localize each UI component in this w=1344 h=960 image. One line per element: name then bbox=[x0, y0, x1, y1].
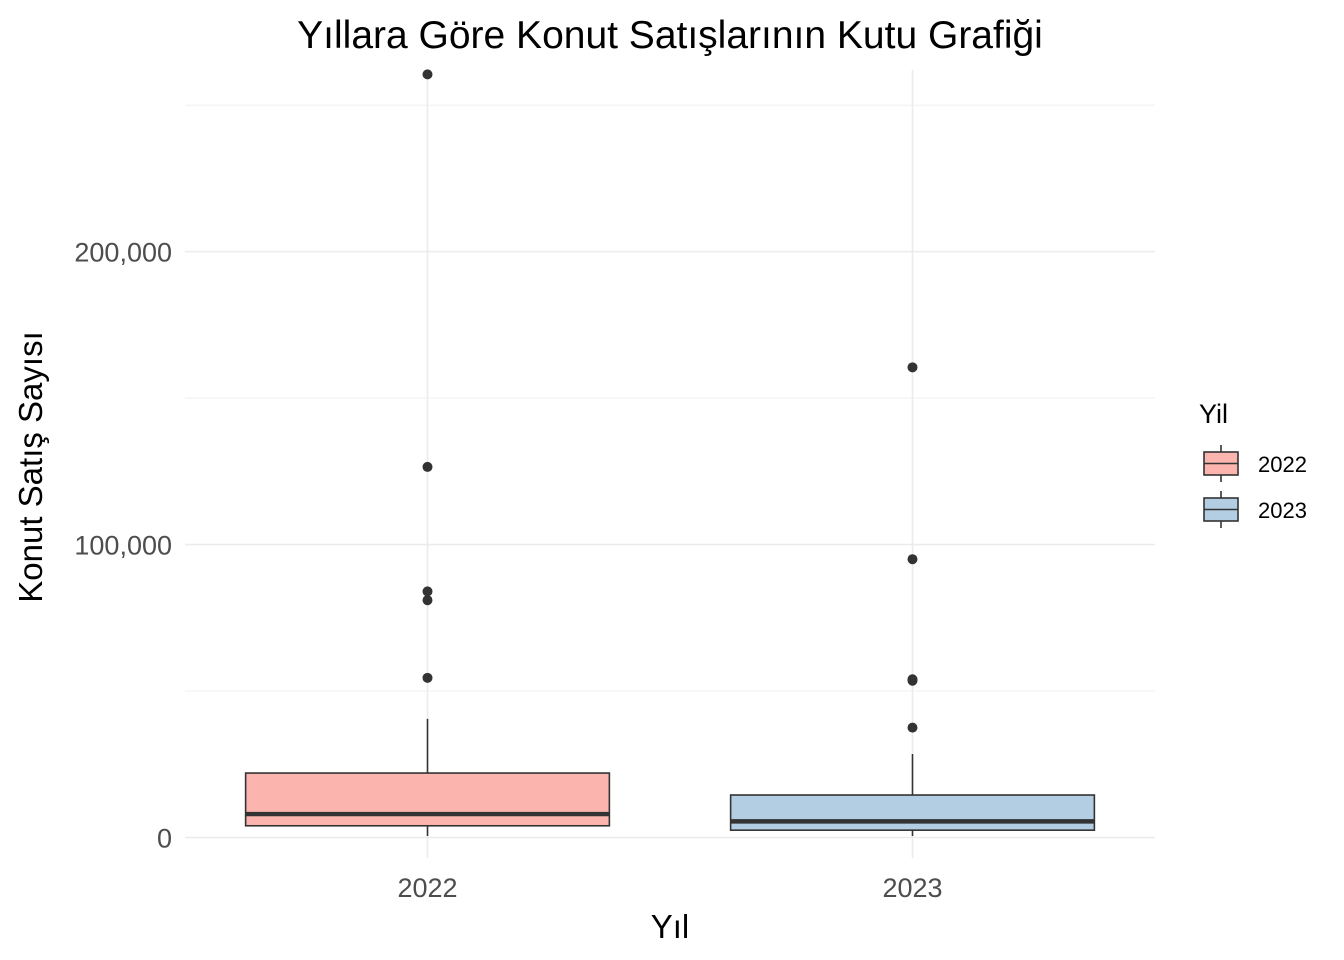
y-tick-label: 0 bbox=[157, 823, 172, 853]
legend-title: Yil bbox=[1199, 399, 1228, 429]
legend-label: 2022 bbox=[1258, 452, 1307, 477]
iqr-box bbox=[244, 772, 611, 827]
outlier-point bbox=[907, 674, 918, 685]
outlier-point bbox=[422, 461, 433, 472]
legend-label: 2023 bbox=[1258, 498, 1307, 523]
y-axis-title: Konut Satış Sayısı bbox=[12, 331, 49, 602]
iqr-box bbox=[729, 794, 1096, 831]
tick-layer: 0 100,000 200,000 2022 2023 bbox=[74, 238, 942, 903]
outlier-point bbox=[422, 672, 433, 683]
y-tick-label: 100,000 bbox=[74, 531, 172, 561]
outlier-point bbox=[907, 554, 918, 565]
y-tick-label: 200,000 bbox=[74, 238, 172, 268]
box-group-2022 bbox=[244, 69, 611, 837]
box-group-2023 bbox=[729, 362, 1096, 837]
legend-items: 2022 2023 bbox=[1203, 445, 1307, 528]
outlier-point bbox=[422, 586, 433, 597]
outlier-point bbox=[907, 722, 918, 733]
legend-item-2023: 2023 bbox=[1203, 491, 1307, 528]
legend-item-2022: 2022 bbox=[1203, 445, 1307, 482]
chart-title: Yıllara Göre Konut Satışlarının Kutu Gra… bbox=[297, 14, 1043, 57]
legend: Yil 2022 2023 bbox=[1199, 399, 1307, 528]
x-tick-label: 2022 bbox=[397, 873, 457, 903]
box-layer bbox=[244, 69, 1096, 837]
x-tick-label: 2023 bbox=[882, 873, 942, 903]
outlier-point bbox=[907, 362, 918, 373]
outlier-point bbox=[422, 69, 433, 80]
grid-layer bbox=[185, 70, 1155, 858]
outlier-point bbox=[422, 595, 433, 606]
x-axis-title: Yıl bbox=[651, 908, 690, 945]
